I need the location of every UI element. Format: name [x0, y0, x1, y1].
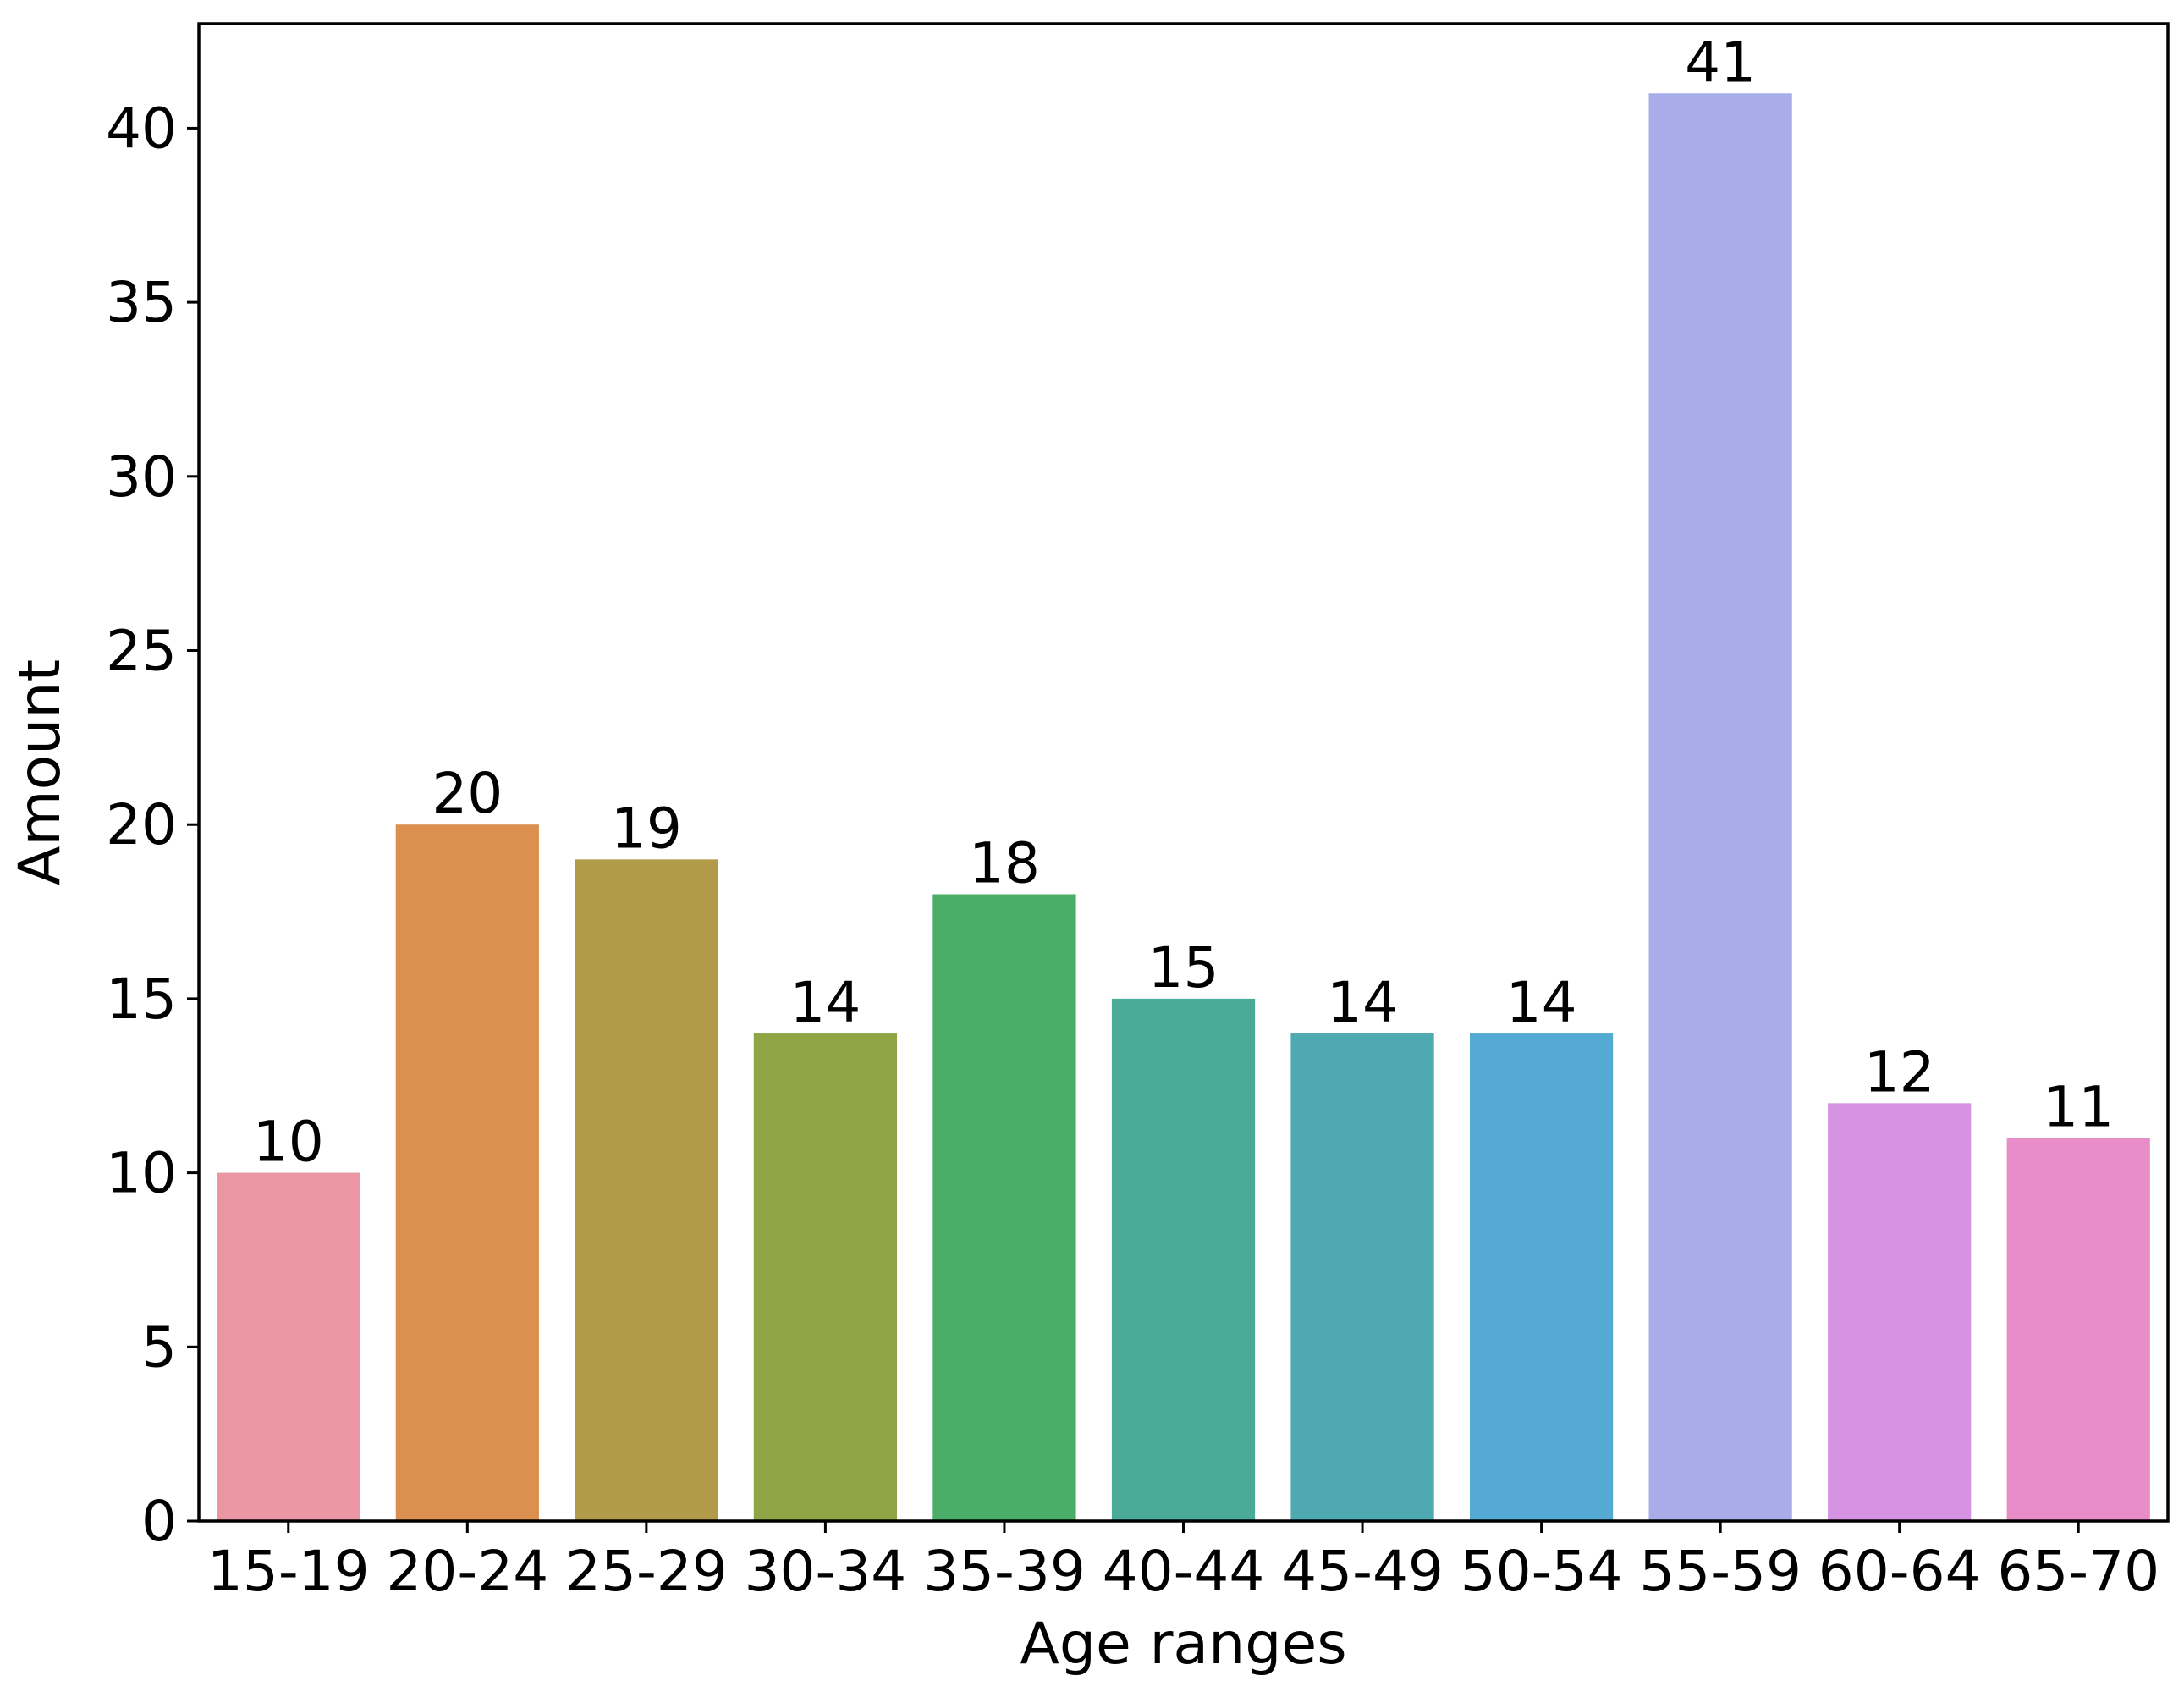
data-label-35-39: 18 — [969, 830, 1040, 896]
y-axis-label: Amount — [7, 659, 74, 885]
bar-25-29 — [575, 859, 718, 1521]
y-tick-label-30: 30 — [106, 444, 177, 510]
x-tick-label-15-19: 15-19 — [207, 1539, 370, 1604]
x-tick-label-55-59: 55-59 — [1639, 1539, 1802, 1604]
y-tick-label-10: 10 — [106, 1141, 177, 1206]
y-tick-label-5: 5 — [141, 1314, 177, 1380]
data-label-60-64: 12 — [1864, 1039, 1935, 1105]
plot-frame — [197, 22, 2170, 1523]
data-labels-group: 10 20 19 14 18 15 14 14 41 12 11 — [253, 30, 2114, 1174]
bar-55-59 — [1648, 93, 1792, 1522]
data-label-65-70: 11 — [2043, 1074, 2114, 1139]
y-tick-label-20: 20 — [106, 792, 177, 857]
data-label-30-34: 14 — [789, 970, 861, 1035]
data-label-25-29: 19 — [611, 796, 682, 861]
bars-group — [217, 93, 2150, 1522]
x-tick-label-25-29: 25-29 — [565, 1539, 728, 1604]
x-tick-label-65-70: 65-70 — [1997, 1539, 2159, 1604]
x-tick-label-60-64: 60-64 — [1818, 1539, 1981, 1604]
data-label-15-19: 10 — [253, 1110, 324, 1175]
y-tick-label-40: 40 — [106, 96, 177, 161]
bar-65-70 — [2006, 1138, 2150, 1521]
bar-40-44 — [1111, 998, 1256, 1521]
bar-30-34 — [753, 1033, 898, 1521]
bar-45-49 — [1290, 1033, 1434, 1521]
y-tick-label-35: 35 — [106, 270, 177, 335]
x-tick-label-35-39: 35-39 — [923, 1539, 1086, 1604]
x-axis-label: Age ranges — [1020, 1611, 1346, 1678]
x-axis-ticks: 15-19 20-24 25-29 30-34 35-39 40-44 45-49 50-54… — [207, 1521, 2159, 1604]
bar-15-19 — [217, 1172, 360, 1521]
data-label-20-24: 20 — [432, 761, 503, 826]
bar-60-64 — [1828, 1103, 1972, 1521]
bar-35-39 — [932, 894, 1076, 1521]
y-tick-label-0: 0 — [141, 1489, 177, 1554]
y-tick-label-25: 25 — [106, 619, 177, 684]
y-tick-label-15: 15 — [106, 967, 177, 1032]
data-label-50-54: 14 — [1506, 970, 1577, 1035]
x-tick-label-45-49: 45-49 — [1281, 1539, 1444, 1604]
bar-20-24 — [395, 824, 539, 1521]
x-tick-label-30-34: 30-34 — [745, 1539, 907, 1604]
x-tick-label-40-44: 40-44 — [1103, 1539, 1265, 1604]
x-tick-label-50-54: 50-54 — [1461, 1539, 1623, 1604]
bar-50-54 — [1469, 1033, 1614, 1521]
x-tick-label-20-24: 20-24 — [386, 1539, 548, 1604]
data-label-55-59: 41 — [1685, 30, 1756, 95]
data-label-40-44: 15 — [1148, 935, 1219, 1000]
data-label-45-49: 14 — [1327, 970, 1398, 1035]
y-axis-ticks: 0 5 10 15 20 25 30 35 40 — [106, 96, 199, 1554]
